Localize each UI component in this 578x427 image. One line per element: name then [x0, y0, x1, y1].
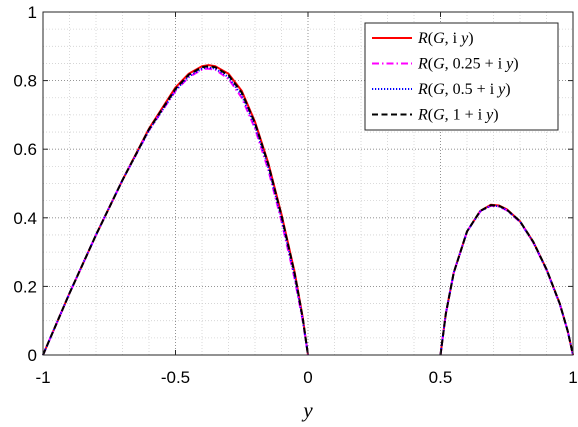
- series-line-1: [439, 203, 574, 356]
- legend-box: [364, 22, 559, 131]
- series-line-3: [42, 66, 309, 356]
- y-tick-labels: 0 0.2 0.4 0.6 0.8 1: [13, 3, 37, 365]
- y-tick-label: 0.8: [13, 72, 37, 91]
- legend-entry-3: R(G, 0.5 + i y): [417, 81, 511, 98]
- series-line-4: [42, 65, 309, 356]
- y-tick-label: 0.4: [13, 209, 37, 228]
- x-tick-label: 0.5: [429, 368, 453, 387]
- axis-ticks: [42, 11, 574, 356]
- legend-entry-1: R(G, i y): [417, 30, 474, 47]
- x-tick-label: 1: [568, 368, 577, 387]
- series-line-2: [439, 204, 574, 356]
- y-tick-label: 0.6: [13, 140, 37, 159]
- legend-entry-2: R(G, 0.25 + i y): [417, 56, 519, 73]
- x-tick-label: -1: [35, 368, 50, 387]
- series-layer: [42, 64, 574, 356]
- legend-entry-4: R(G, 1 + i y): [417, 107, 499, 124]
- x-axis-label: y: [301, 398, 313, 422]
- y-tick-label: 0.2: [13, 277, 37, 296]
- legend: R(G, i y) R(G, 0.25 + i y) R(G, 0.5 + i y)…: [364, 22, 559, 131]
- series-line-3: [439, 204, 574, 356]
- y-tick-label: 1: [28, 3, 37, 22]
- x-tick-label: -0.5: [161, 368, 190, 387]
- x-tick-label: 0: [303, 368, 312, 387]
- y-tick-label: 0: [28, 346, 37, 365]
- x-tick-labels: -1 -0.5 0 0.5 1: [35, 368, 577, 387]
- series-line-4: [439, 204, 574, 356]
